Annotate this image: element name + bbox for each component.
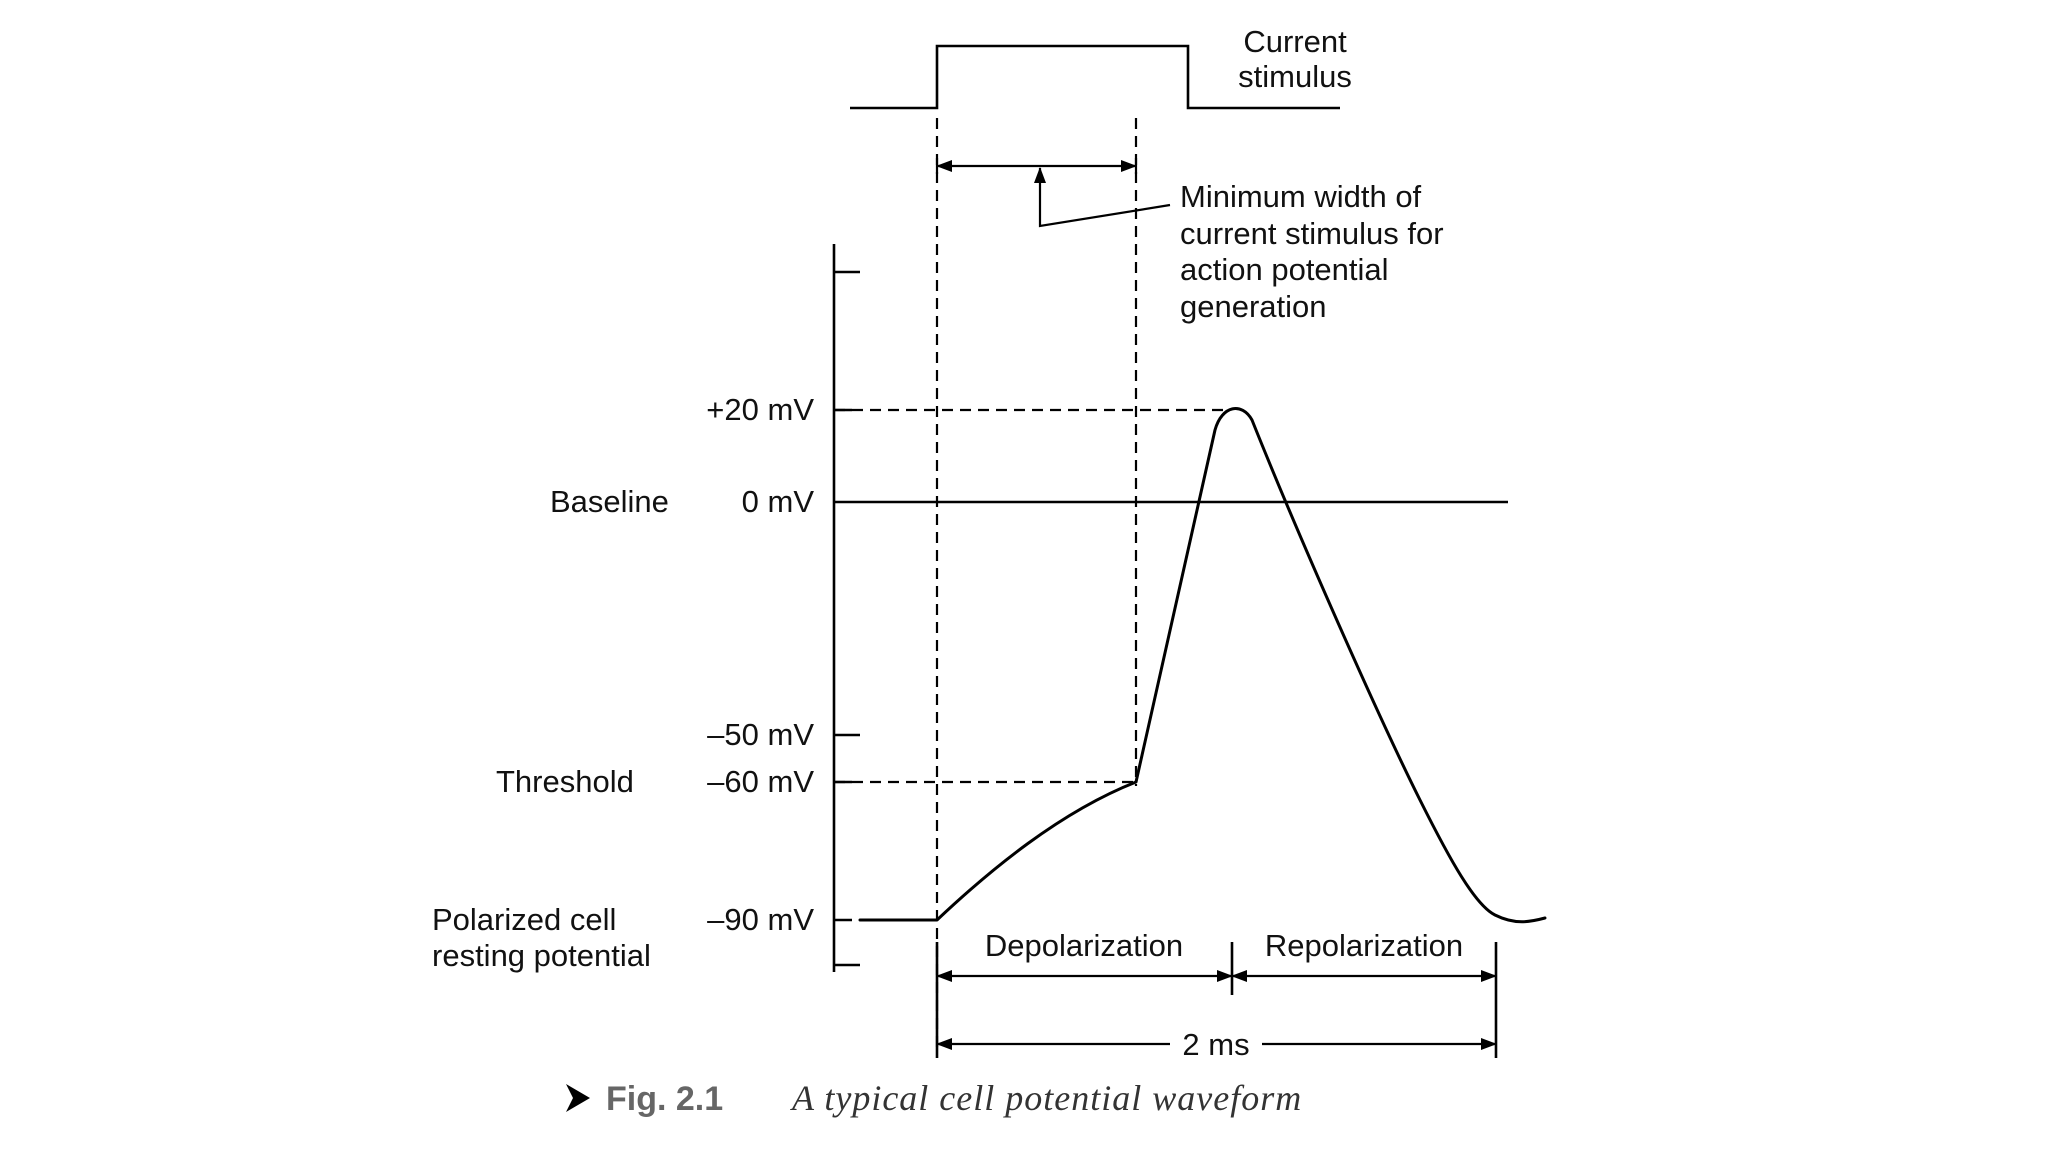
level-label-plus20: +20 mV xyxy=(706,392,814,427)
stimulus-pulse xyxy=(850,44,1340,110)
min-width-note-line3: action potential xyxy=(1180,252,1389,287)
min-width-leader xyxy=(1034,167,1171,228)
level-label-resting-name-line2: resting potential xyxy=(432,938,651,973)
level-label-resting-value: –90 mV xyxy=(707,902,814,937)
caption-arrow-icon xyxy=(566,1084,590,1112)
stimulus-label-line1: Current xyxy=(1243,24,1347,59)
caption-title: A typical cell potential waveform xyxy=(790,1078,1302,1118)
level-label-threshold-name: Threshold xyxy=(496,764,634,799)
level-label-baseline-name: Baseline xyxy=(550,484,669,519)
depolarization-label: Depolarization xyxy=(985,928,1183,963)
level-label-threshold-value: –60 mV xyxy=(707,764,814,799)
stimulus-label-line2: stimulus xyxy=(1238,59,1352,94)
level-label-baseline-value: 0 mV xyxy=(742,484,815,519)
min-width-note-line2: current stimulus for xyxy=(1180,216,1444,251)
min-width-note-line4: generation xyxy=(1180,289,1327,324)
level-label-minus50: –50 mV xyxy=(707,717,814,752)
duration-label: 2 ms xyxy=(1182,1027,1249,1062)
min-width-note-line1: Minimum width of xyxy=(1180,179,1422,214)
level-label-resting-name-line1: Polarized cell xyxy=(432,902,616,937)
repolarization-label: Repolarization xyxy=(1265,928,1463,963)
caption-number: Fig. 2.1 xyxy=(606,1080,723,1118)
action-potential-curve xyxy=(858,407,1547,924)
